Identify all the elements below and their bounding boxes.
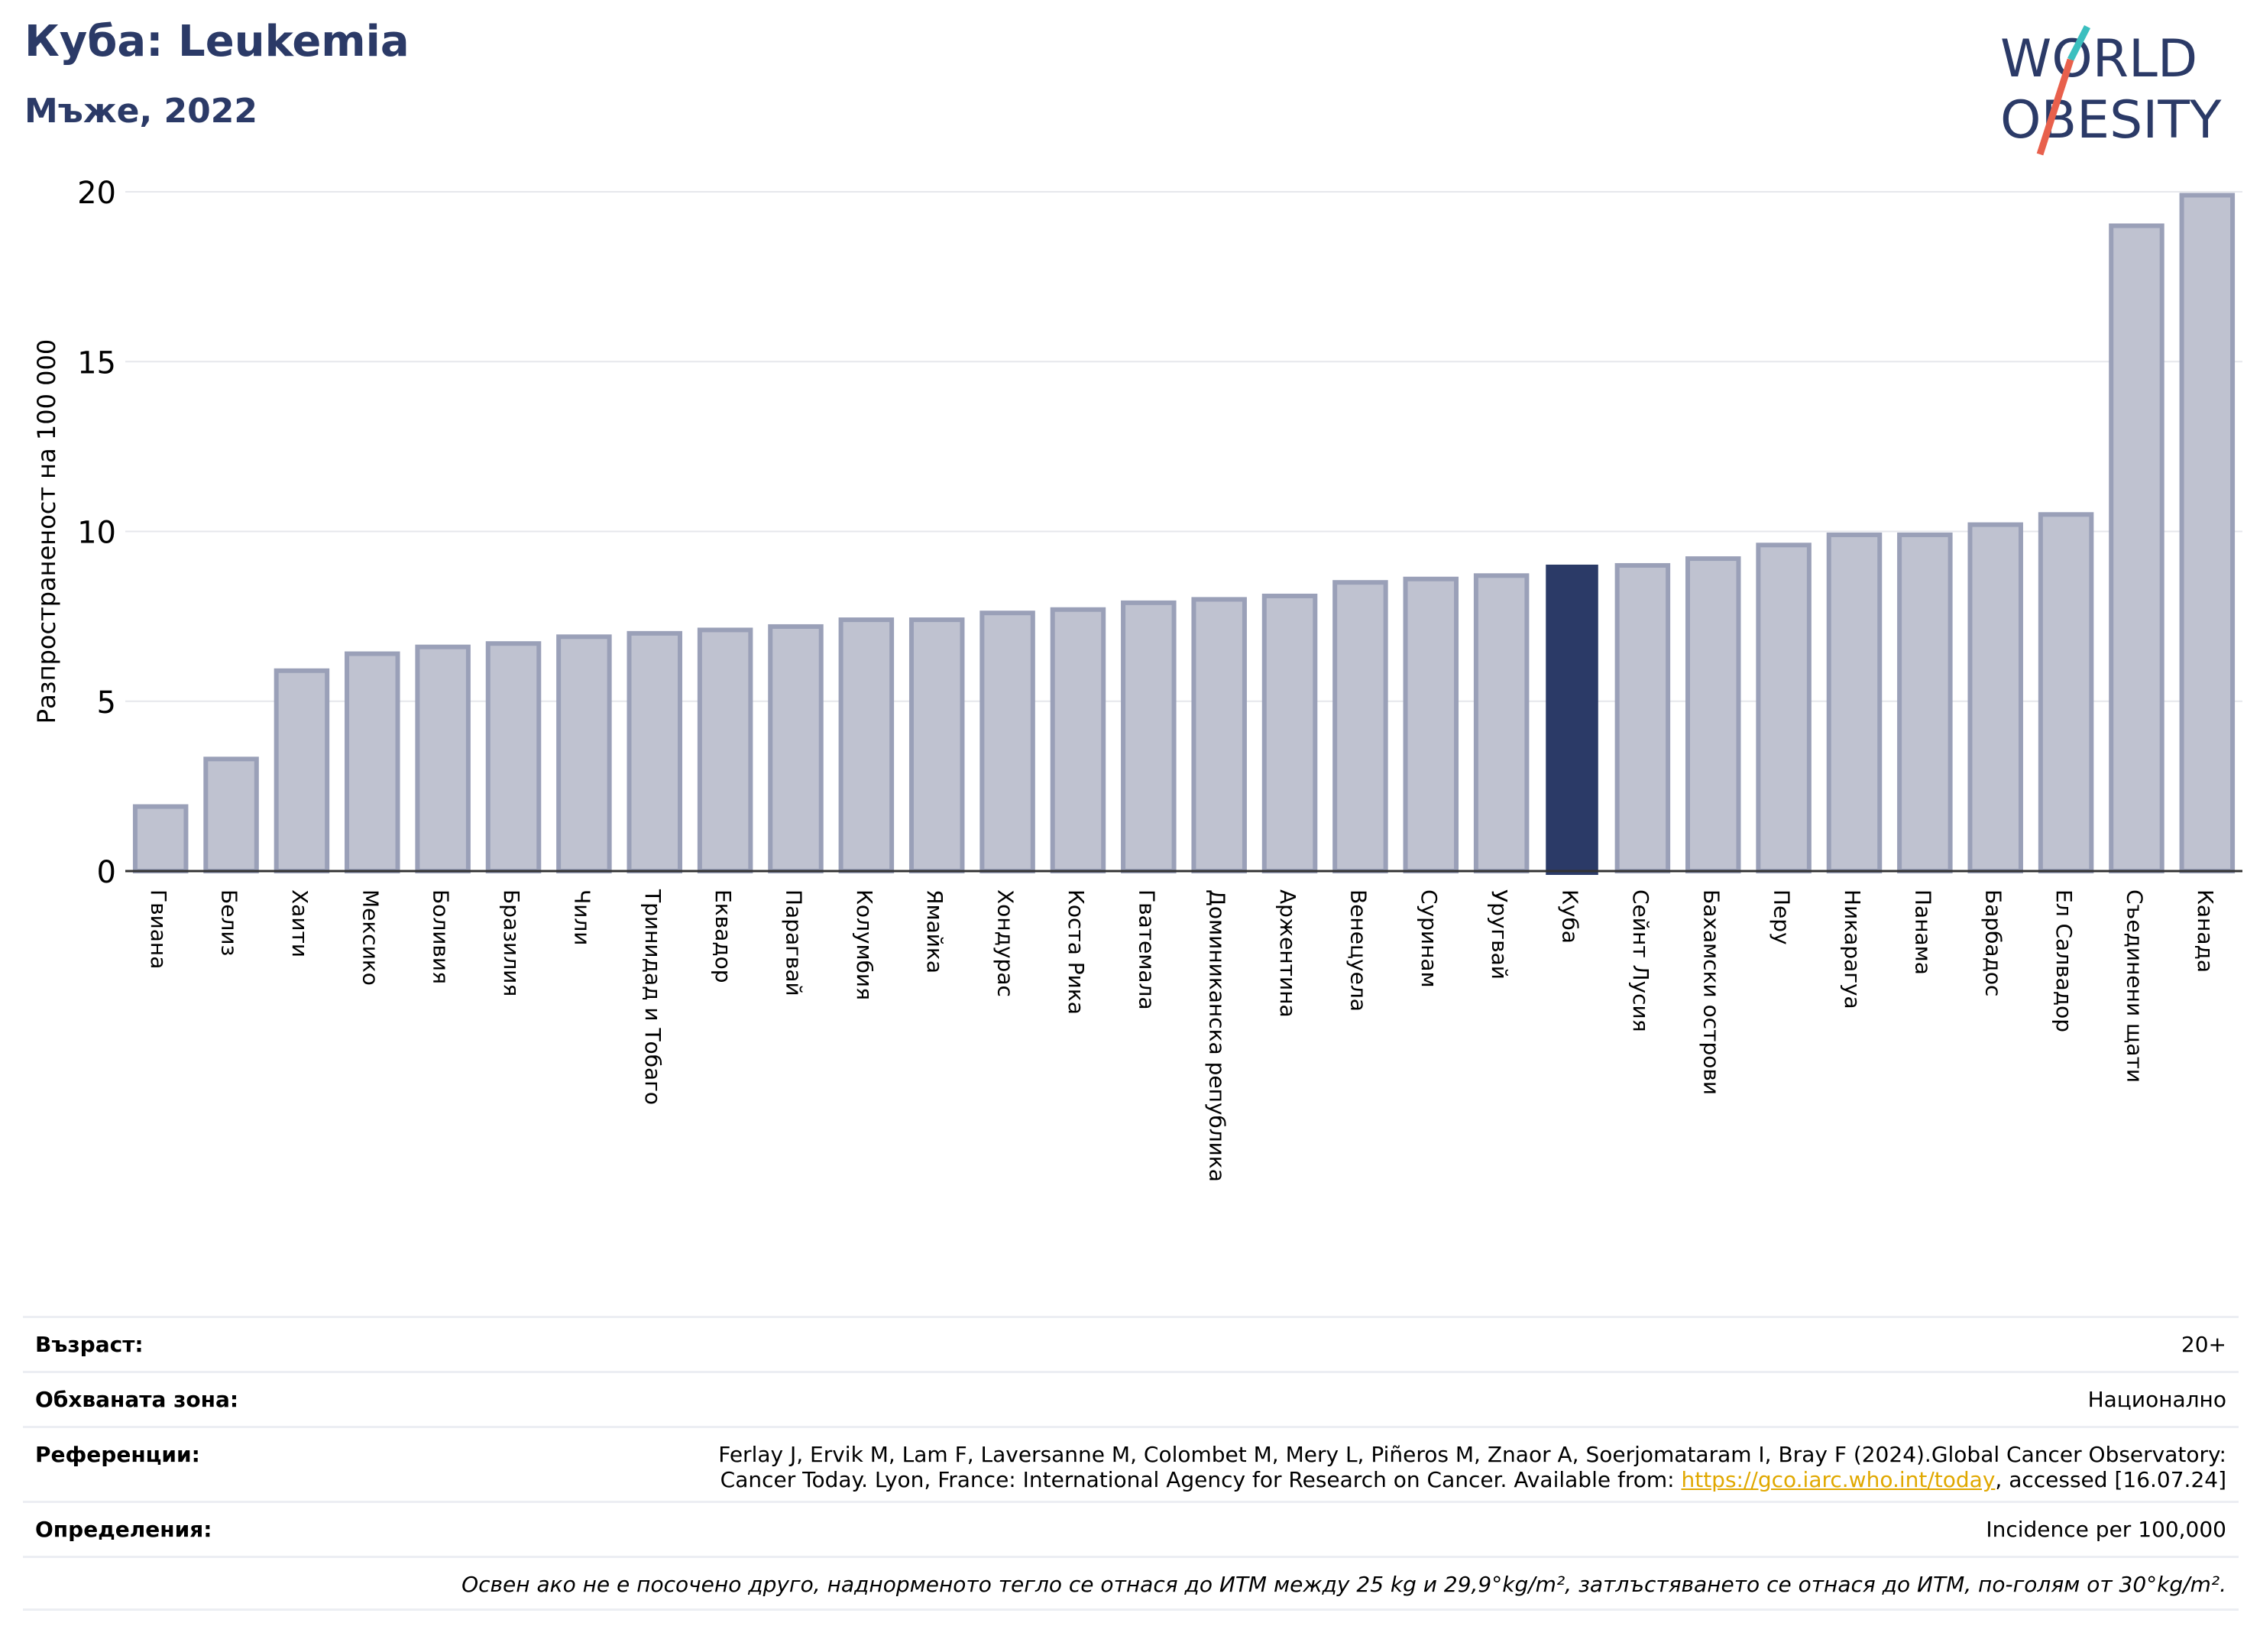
x-tick-label: Венецуела (1345, 889, 1371, 1012)
bar (697, 627, 753, 874)
references-line-1: Ferlay J, Ervik M, Lam F, Laversanne M, … (718, 1442, 2226, 1467)
x-tick-label: Ел Салвадор (2051, 889, 2077, 1032)
x-tick-label: Панама (1910, 889, 1935, 975)
bar-chart: 0 5 10 15 20 Разпространеност на 100 000 Гвиан… (32, 176, 2242, 1182)
references-link[interactable]: https://gco.iarc.who.int/today (1681, 1467, 1996, 1492)
note-text: Освен ако не е посочено друго, наднормен… (461, 1572, 2226, 1597)
bar (1826, 532, 1883, 873)
references-value: Ferlay J, Ervik M, Lam F, Laversanne M, … (718, 1442, 2226, 1492)
bar (627, 630, 683, 873)
age-label: Възраст: (35, 1332, 144, 1357)
info-row-note: Освен ако не е посочено друго, наднормен… (23, 1556, 2239, 1611)
x-tick-label: Чили (569, 889, 594, 946)
chart-title: Куба: Leukemia (24, 17, 410, 66)
bar (908, 617, 965, 873)
area-value: Национално (2087, 1387, 2226, 1412)
references-label: Референции: (35, 1442, 200, 1467)
x-tick-label: Перу (1769, 889, 1795, 945)
x-tick-label: Бахамски острови (1698, 889, 1724, 1095)
info-table: Възраст: 20+ Обхваната зона: Национално … (23, 1316, 2239, 1611)
bar (1050, 607, 1106, 873)
x-tick-label: Хаити (287, 889, 312, 957)
bar (132, 804, 189, 874)
info-row-age: Възраст: 20+ (23, 1316, 2239, 1371)
world-obesity-logo: WORLD OBESITY (2000, 24, 2222, 156)
x-tick-label: Куба (1558, 889, 1583, 944)
x-tick-label: Тринидад и Тобаго (640, 889, 665, 1105)
definitions-label: Определения: (35, 1517, 212, 1542)
x-tick-label: Бразилия (499, 889, 524, 996)
x-tick-label: Никарагуа (1840, 889, 1865, 1009)
bar (2038, 512, 2094, 874)
y-tick-label: 10 (77, 516, 116, 551)
bar (203, 756, 259, 873)
x-tick-label: Гватемала (1134, 889, 1159, 1010)
bar (1332, 580, 1388, 873)
bar (556, 634, 612, 873)
x-tick-label: Мексико (358, 889, 383, 986)
bar (1121, 600, 1177, 873)
x-tick-label: Сейнт Лусия (1628, 889, 1653, 1032)
x-tick-label: Барбадос (1981, 889, 2006, 996)
x-tick-label: Парагвай (781, 889, 806, 996)
bar (1897, 532, 1953, 873)
x-tick-label: Аржентина (1275, 889, 1300, 1018)
bar (485, 641, 542, 873)
chart-subtitle: Мъже, 2022 (24, 92, 257, 131)
bar (1473, 573, 1530, 873)
x-tick-label: Еквадор (711, 889, 736, 983)
bar (415, 644, 471, 873)
bar (1261, 593, 1318, 874)
x-tick-label: Колумбия (852, 889, 877, 1000)
bar (1191, 597, 1247, 874)
bar (274, 668, 330, 873)
y-tick-label: 15 (77, 345, 116, 381)
bar (838, 617, 895, 873)
y-tick-label: 20 (77, 176, 116, 211)
bar (1685, 556, 1741, 873)
bar (1756, 543, 1812, 874)
logo-word-world: WORLD (2000, 29, 2197, 89)
bar (1546, 564, 1598, 875)
x-tick-label: Гвиана (146, 889, 171, 969)
logo-word-obesity: OBESITY (2000, 90, 2222, 151)
x-tick-label: Хондурас (993, 889, 1018, 997)
area-label: Обхваната зона: (35, 1387, 239, 1412)
y-tick-label: 0 (97, 855, 116, 890)
bar (2179, 193, 2236, 873)
bar (1403, 576, 1459, 873)
x-tick-label: Доминиканска република (1205, 889, 1230, 1182)
age-value: 20+ (2181, 1332, 2226, 1357)
bar (979, 611, 1035, 873)
logo-slash-bottom (2036, 58, 2074, 156)
bar (345, 651, 400, 874)
y-tick-label: 5 (97, 685, 116, 721)
x-tick-label: Коста Рика (1064, 889, 1089, 1015)
y-axis-label: Разпространеност на 100 000 (32, 339, 61, 724)
x-tick-label: Боливия (429, 889, 454, 984)
info-row-references: Референции: Ferlay J, Ervik M, Lam F, La… (23, 1426, 2239, 1501)
x-tick-label: Уругвай (1487, 889, 1512, 980)
bar (1614, 562, 1671, 873)
logo-slash-top (2067, 24, 2091, 62)
bar (768, 624, 824, 874)
bar (2109, 223, 2164, 873)
x-tick-label: Съединени щати (2122, 889, 2147, 1083)
bar (1967, 522, 2023, 873)
x-tick-label: Ямайка (922, 889, 947, 973)
x-tick-label: Суринам (1417, 889, 1442, 988)
x-tick-label: Канада (2193, 889, 2218, 973)
x-tick-label: Белиз (217, 889, 242, 956)
info-row-area: Обхваната зона: Национално (23, 1371, 2239, 1426)
info-row-definitions: Определения: Incidence per 100,000 (23, 1501, 2239, 1556)
definitions-value: Incidence per 100,000 (1986, 1517, 2226, 1542)
references-line-2-pre: Cancer Today. Lyon, France: Internationa… (720, 1467, 1682, 1492)
references-line-2-post: , accessed [16.07.24] (1995, 1467, 2226, 1492)
